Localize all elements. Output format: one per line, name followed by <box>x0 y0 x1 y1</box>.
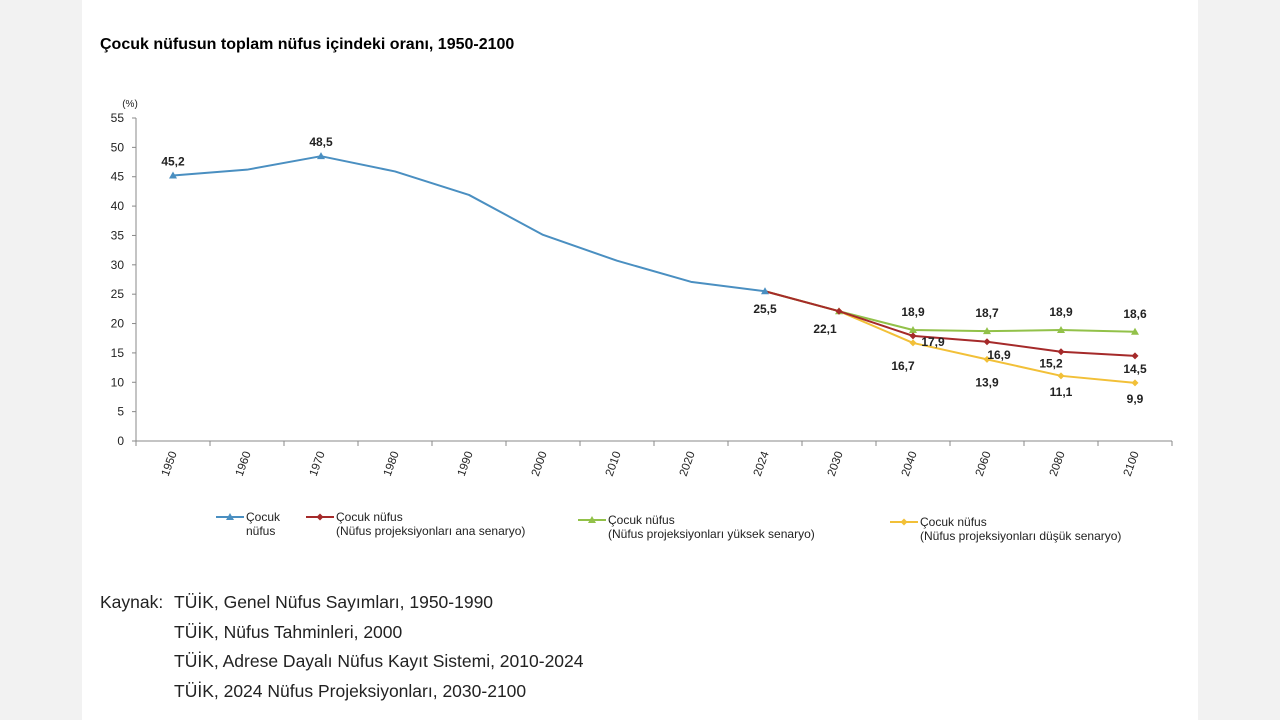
source-row: TÜİK, Adrese Dayalı Nüfus Kayıt Sistemi,… <box>100 647 584 677</box>
legend-label: (Nüfus projeksiyonları düşük senaryo) <box>920 529 1121 543</box>
y-tick-label: 0 <box>117 434 124 448</box>
data-point <box>909 339 917 347</box>
x-tick-label: 1950 <box>160 450 180 478</box>
x-tick-label: 2000 <box>530 450 550 478</box>
y-tick-label: 15 <box>111 346 125 360</box>
legend-label: (Nüfus projeksiyonları ana senaryo) <box>336 524 525 538</box>
data-label: 16,7 <box>891 359 915 373</box>
data-label: 48,5 <box>309 135 333 149</box>
source-line: TÜİK, Adrese Dayalı Nüfus Kayıt Sistemi,… <box>174 651 584 671</box>
data-label: 18,9 <box>901 305 925 319</box>
chart-title: Çocuk nüfusun toplam nüfus içindeki oran… <box>100 36 515 53</box>
data-point <box>909 326 917 334</box>
source-row: TÜİK, 2024 Nüfus Projeksiyonları, 2030-2… <box>100 677 584 707</box>
data-label: 15,2 <box>1039 357 1063 371</box>
x-tick-label: 2040 <box>900 450 920 478</box>
x-tick-label: 2080 <box>1048 450 1068 478</box>
data-point <box>1057 348 1065 356</box>
data-point <box>1131 352 1139 360</box>
data-label: 9,9 <box>1127 392 1144 406</box>
data-label: 25,5 <box>753 302 777 316</box>
y-tick-label: 40 <box>111 199 125 213</box>
chart-card <box>82 0 1198 720</box>
legend-label: nüfus <box>246 524 275 538</box>
x-tick-label: 1970 <box>308 450 328 478</box>
data-point <box>1131 379 1139 387</box>
x-tick-label: 1990 <box>456 450 476 478</box>
data-label: 45,2 <box>161 155 185 169</box>
data-label: 18,9 <box>1049 305 1073 319</box>
source-line: TÜİK, 2024 Nüfus Projeksiyonları, 2030-2… <box>174 680 527 701</box>
legend-label: Çocuk nüfus <box>336 510 403 524</box>
source-row: Kaynak: TÜİK, Genel Nüfus Sayımları, 195… <box>100 588 584 618</box>
data-label: 18,7 <box>975 306 999 320</box>
y-tick-label: 10 <box>111 375 125 389</box>
series-line <box>764 290 1136 357</box>
x-tick-label: 2024 <box>752 449 772 478</box>
source-line: TÜİK, Nüfus Tahminleri, 2000 <box>174 621 403 642</box>
data-label: 17,9 <box>921 335 945 349</box>
y-tick-label: 55 <box>111 111 125 125</box>
data-point <box>169 171 177 179</box>
legend-label: Çocuk nüfus <box>920 515 987 529</box>
x-tick-label: 2060 <box>974 450 994 478</box>
source-block: Kaynak: TÜİK, Genel Nüfus Sayımları, 195… <box>100 588 584 706</box>
y-tick-label: 45 <box>111 170 125 184</box>
y-axis-unit: (%) <box>122 99 138 110</box>
data-point <box>1057 326 1065 334</box>
data-label: 11,1 <box>1050 385 1073 399</box>
legend-label: (Nüfus projeksiyonları yüksek senaryo) <box>608 527 815 541</box>
y-tick-label: 50 <box>111 140 125 154</box>
legend-label: Çocuk nüfus <box>608 513 675 527</box>
data-point <box>1057 372 1065 380</box>
data-point <box>317 152 325 160</box>
legend-swatch-marker <box>316 513 324 521</box>
series-line <box>764 290 1136 384</box>
y-tick-label: 35 <box>111 228 125 242</box>
source-label: Kaynak: <box>100 592 164 612</box>
data-point <box>1131 327 1139 335</box>
data-point <box>983 355 991 363</box>
legend-swatch-marker <box>588 516 596 523</box>
data-point <box>835 307 843 315</box>
x-tick-label: 2010 <box>604 450 624 478</box>
y-tick-label: 5 <box>117 405 124 419</box>
x-tick-label: 2030 <box>826 450 846 478</box>
data-label: 16,9 <box>987 348 1011 362</box>
data-point <box>983 327 991 335</box>
data-label: 18,6 <box>1123 307 1147 321</box>
x-tick-label: 2100 <box>1122 450 1142 478</box>
legend-swatch-marker <box>226 513 234 520</box>
data-point <box>761 287 769 295</box>
x-tick-label: 1980 <box>382 450 402 478</box>
y-tick-label: 25 <box>111 287 125 301</box>
data-label: 14,5 <box>1123 362 1147 376</box>
x-tick-label: 1960 <box>234 450 254 478</box>
legend-label: Çocuk <box>246 510 281 524</box>
data-point <box>983 338 991 346</box>
y-tick-label: 20 <box>111 317 125 331</box>
series-line <box>172 155 766 293</box>
data-point <box>909 332 917 340</box>
source-row: TÜİK, Nüfus Tahminleri, 2000 <box>100 618 584 648</box>
y-tick-label: 30 <box>111 258 125 272</box>
source-line: TÜİK, Genel Nüfus Sayımları, 1950-1990 <box>174 592 494 612</box>
data-label: 13,9 <box>975 375 999 389</box>
legend-swatch-marker <box>900 518 908 526</box>
data-label: 22,1 <box>813 322 837 336</box>
x-tick-label: 2020 <box>678 450 698 478</box>
